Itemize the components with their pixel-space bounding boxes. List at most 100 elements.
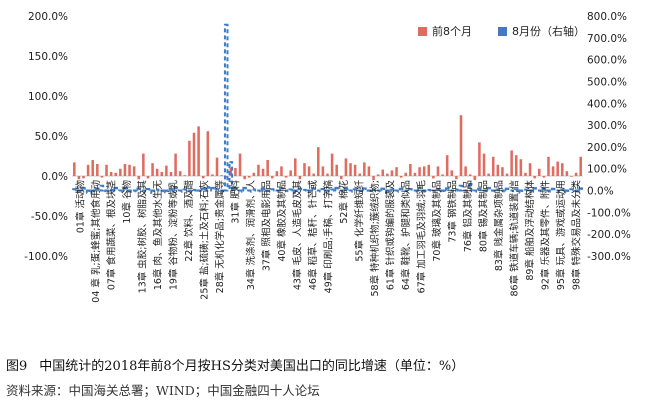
bar-series-2 xyxy=(297,187,303,192)
bar-series-2 xyxy=(385,189,390,194)
bar-series-1 xyxy=(82,176,85,179)
bar-series-1 xyxy=(317,147,320,176)
bar-series-2 xyxy=(104,189,109,194)
bar-series-2 xyxy=(196,189,201,194)
bar-series-2 xyxy=(274,189,280,193)
bar-series-2 xyxy=(366,189,372,194)
bar-series-1 xyxy=(390,170,394,176)
bar-series-1 xyxy=(284,176,288,178)
bar-series-1 xyxy=(261,168,265,176)
bar-series-1 xyxy=(340,176,343,180)
bar-series-2 xyxy=(269,188,275,192)
bar-series-1 xyxy=(450,170,454,176)
bar-series-2 xyxy=(95,187,100,192)
legend-label-series-1: 前8个月 xyxy=(432,24,472,38)
bar-series-1 xyxy=(358,173,361,176)
x-tick-label: 01章 活动物 xyxy=(75,180,87,234)
bar-series-2 xyxy=(398,187,404,192)
bar-series-2 xyxy=(495,188,501,192)
y-right-tick-label: -100.0% xyxy=(587,207,631,219)
bar-series-2 xyxy=(260,187,266,192)
bar-series-2 xyxy=(145,188,151,192)
bar-series-1 xyxy=(298,176,302,180)
bar-series-1 xyxy=(418,167,421,176)
bar-series-2 xyxy=(122,187,128,192)
bar-series-1 xyxy=(455,176,458,180)
x-tick-label: 07章 食用蔬菜、根及块茎 xyxy=(106,180,118,291)
bar-series-1 xyxy=(132,166,136,176)
y-right-tick-label: 200.0% xyxy=(587,142,627,154)
bar-series-1 xyxy=(294,158,297,176)
bar-series-2 xyxy=(546,189,551,193)
bar-series-1 xyxy=(542,176,546,178)
bar-series-2 xyxy=(283,189,289,193)
bar-series-1 xyxy=(537,168,541,176)
bar-series-2 xyxy=(472,189,478,193)
bar-series-2 xyxy=(389,188,395,192)
bar-series-2 xyxy=(380,187,386,192)
bar-series-2 xyxy=(527,189,533,193)
x-tick-label: 40章 橡胶及其制品 xyxy=(276,180,288,262)
bar-series-2 xyxy=(357,189,362,193)
bar-series-1 xyxy=(344,158,348,176)
x-tick-label: 37章 照相及电影用品 xyxy=(261,180,273,271)
bar-series-1 xyxy=(119,168,122,176)
x-tick-label: 95章 玩具、游戏或运动用 xyxy=(555,180,567,290)
y-left-tick-label: -50.0% xyxy=(31,211,68,223)
bar-series-2 xyxy=(237,189,243,193)
y-left-tick-label: 0.0% xyxy=(41,171,68,183)
bar-series-1 xyxy=(169,172,173,176)
bar-series-1 xyxy=(445,155,449,176)
bar-series-2 xyxy=(228,161,234,192)
bar-series-1 xyxy=(574,172,578,176)
bar-series-2 xyxy=(113,186,119,192)
bar-series-2 xyxy=(504,187,510,192)
bar-series-1 xyxy=(77,176,81,180)
bar-series-2 xyxy=(560,188,565,192)
bar-series-2 xyxy=(569,188,574,192)
bar-series-1 xyxy=(505,173,509,176)
bar-series-1 xyxy=(413,172,417,176)
x-tick-label: 22章 饮料、酒及醋 xyxy=(183,180,195,262)
bar-series-1 xyxy=(114,172,118,176)
bar-series-2 xyxy=(578,187,583,192)
bar-series-2 xyxy=(412,189,418,193)
bar-series-2 xyxy=(223,23,229,192)
y-right-tick-label: 100.0% xyxy=(587,164,627,176)
bar-series-1 xyxy=(468,174,472,176)
axes: -100.0% -50.0% 0.0% 50.0% 100.0% 150.0% 200.0%… xyxy=(24,11,631,263)
bar-series-1 xyxy=(556,161,559,176)
bar-series-1 xyxy=(275,171,279,176)
bar-series-1 xyxy=(372,176,375,180)
bar-series-2 xyxy=(251,188,257,192)
bar-series-1 xyxy=(551,166,555,176)
x-tick-label: 58章 特种机织物;簇绒织物; xyxy=(369,180,381,297)
legend-label-series-2: 8月份（右轴） xyxy=(512,24,585,38)
bar-series-2 xyxy=(440,189,445,194)
x-tick-label: 43章 毛皮、人造毛皮及其 xyxy=(292,180,304,291)
bar-series-1 xyxy=(326,173,329,176)
bar-series-1 xyxy=(86,164,90,176)
bar-series-2 xyxy=(233,187,238,192)
bar-series-1 xyxy=(174,153,177,176)
bar-series-2 xyxy=(509,189,514,193)
x-tick-label: 98章 特殊交易品及未分类 xyxy=(570,180,582,291)
bar-series-1 xyxy=(436,166,440,176)
bar-series-1 xyxy=(330,153,334,176)
bar-series-1 xyxy=(533,176,536,179)
figure-caption: 图9 中国统计的2018年前8个月按HS分类对美国出口的同比增速（单位：%） xyxy=(6,355,464,374)
x-tick-label: 34章 洗涤剂、润滑剂、人 xyxy=(245,180,257,291)
bar-series-1 xyxy=(464,166,467,176)
bar-series-2 xyxy=(265,189,270,194)
figure-caption-text: 中国统计的2018年前8个月按HS分类对美国出口的同比增速（单位：%） xyxy=(39,359,465,374)
bar-series-2 xyxy=(573,189,579,193)
bar-series-1 xyxy=(376,174,380,176)
bar-series-1 xyxy=(381,169,385,176)
bar-series-2 xyxy=(444,187,450,192)
x-tick-label: 67章 加工羽毛及羽绒;羽毛 xyxy=(415,180,427,294)
bar-series-2 xyxy=(532,187,537,192)
bar-series-1 xyxy=(395,167,398,176)
bar-series-2 xyxy=(454,188,459,192)
bar-series-2 xyxy=(293,189,298,195)
bar-series-1 xyxy=(353,164,357,176)
